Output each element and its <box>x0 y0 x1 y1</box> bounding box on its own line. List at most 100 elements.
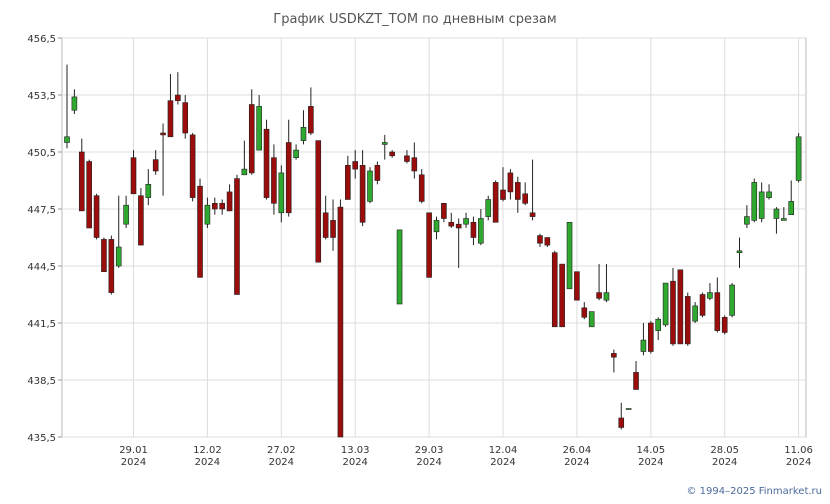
candle-body <box>396 229 403 305</box>
candle-body <box>64 136 70 143</box>
candle-body <box>389 151 395 157</box>
x-tick-label: 29.01 2024 <box>119 445 148 468</box>
candle-body <box>256 106 262 151</box>
candle-body <box>411 157 418 172</box>
candle-body <box>330 220 336 238</box>
candle-body <box>758 191 765 219</box>
candle-body <box>93 195 100 238</box>
candle-body <box>197 185 203 278</box>
candle-body <box>633 372 639 390</box>
y-tick-label: 441,5 <box>27 319 56 330</box>
candle-body <box>492 182 499 223</box>
candle-body <box>625 408 632 410</box>
candle-body <box>788 201 795 215</box>
candle-body <box>648 322 654 352</box>
candle-body <box>404 155 410 162</box>
candle-body <box>544 237 551 246</box>
chart-title: График USDKZT_TOM по дневным срезам <box>273 12 556 27</box>
candle-body <box>744 216 750 225</box>
candle-body <box>160 132 166 136</box>
candle-body <box>433 220 440 233</box>
candle-body <box>537 235 543 244</box>
candle-body <box>463 218 469 225</box>
candle-body <box>381 142 388 145</box>
candle-body <box>448 222 455 227</box>
candle-body <box>529 212 536 217</box>
candle-body <box>359 165 366 223</box>
candle-body <box>662 282 669 326</box>
candle-body <box>123 204 129 225</box>
candle-body <box>699 294 706 316</box>
candle-body <box>736 250 743 254</box>
candle-body <box>677 269 684 345</box>
candle-body <box>781 218 787 221</box>
footer: © 1994–2025 Finmarket.ru <box>686 486 822 497</box>
candle-body <box>485 199 492 217</box>
candle-body <box>603 292 610 301</box>
candle-body <box>308 106 314 134</box>
candle-body <box>441 203 447 219</box>
candle-body <box>115 246 122 267</box>
candle-body <box>574 271 580 301</box>
candle-body <box>670 280 676 345</box>
candle-body <box>566 222 573 290</box>
candle-body <box>721 316 728 333</box>
candle-body <box>367 170 373 202</box>
candle-body <box>751 182 758 221</box>
plot-frame <box>61 37 807 438</box>
x-tick-label: 11.06 2024 <box>784 445 813 468</box>
y-tick-label: 438,5 <box>27 376 56 387</box>
candle-body <box>71 96 78 111</box>
candle-body <box>352 161 359 170</box>
candle-body <box>182 102 189 134</box>
candle-body <box>175 94 181 101</box>
x-tick-label: 12.04 2024 <box>489 445 518 468</box>
y-tick-label: 447,5 <box>27 205 56 216</box>
candle-body <box>692 305 698 322</box>
y-tick-label: 456,5 <box>27 34 56 45</box>
candle-body <box>226 191 233 212</box>
candle-body <box>507 172 514 193</box>
candle-body <box>145 184 152 198</box>
candle-body <box>559 263 565 328</box>
x-tick-label: 26.04 2024 <box>563 445 592 468</box>
candle-body <box>167 100 174 138</box>
candle-body <box>418 174 425 202</box>
candle-body <box>766 191 772 198</box>
candle-body <box>212 203 218 210</box>
candle-body <box>640 339 647 352</box>
candle-body <box>219 203 225 210</box>
candle-body <box>374 165 381 181</box>
candle-body <box>611 353 617 358</box>
candle-body <box>86 161 92 229</box>
candle-body <box>707 292 713 299</box>
candle-body <box>714 292 721 331</box>
candle-body <box>263 128 270 198</box>
candle-body <box>278 172 285 214</box>
candle-body <box>271 157 277 204</box>
candle-body <box>729 284 735 316</box>
x-tick-label: 27.02 2024 <box>267 445 296 468</box>
candle-body <box>293 149 299 159</box>
candle-body <box>514 182 521 200</box>
y-tick-label: 444,5 <box>27 262 56 273</box>
candle-body <box>189 134 196 198</box>
candle-body <box>108 239 115 293</box>
y-tick-label: 450,5 <box>27 148 56 159</box>
x-tick-label: 29.03 2024 <box>415 445 444 468</box>
candle-body <box>152 159 159 172</box>
candle-body <box>315 140 322 263</box>
candle-body <box>337 206 344 438</box>
candle-body <box>478 218 484 244</box>
candle-body <box>130 157 137 195</box>
candle-body <box>345 165 351 200</box>
candle-body <box>285 142 292 214</box>
candle-body <box>588 311 595 328</box>
candle-body <box>248 104 255 174</box>
candle-body <box>684 296 691 345</box>
candle-body <box>101 239 107 272</box>
candle-body <box>300 127 307 141</box>
y-tick-label: 435,5 <box>27 433 56 444</box>
candle-body <box>795 136 802 181</box>
